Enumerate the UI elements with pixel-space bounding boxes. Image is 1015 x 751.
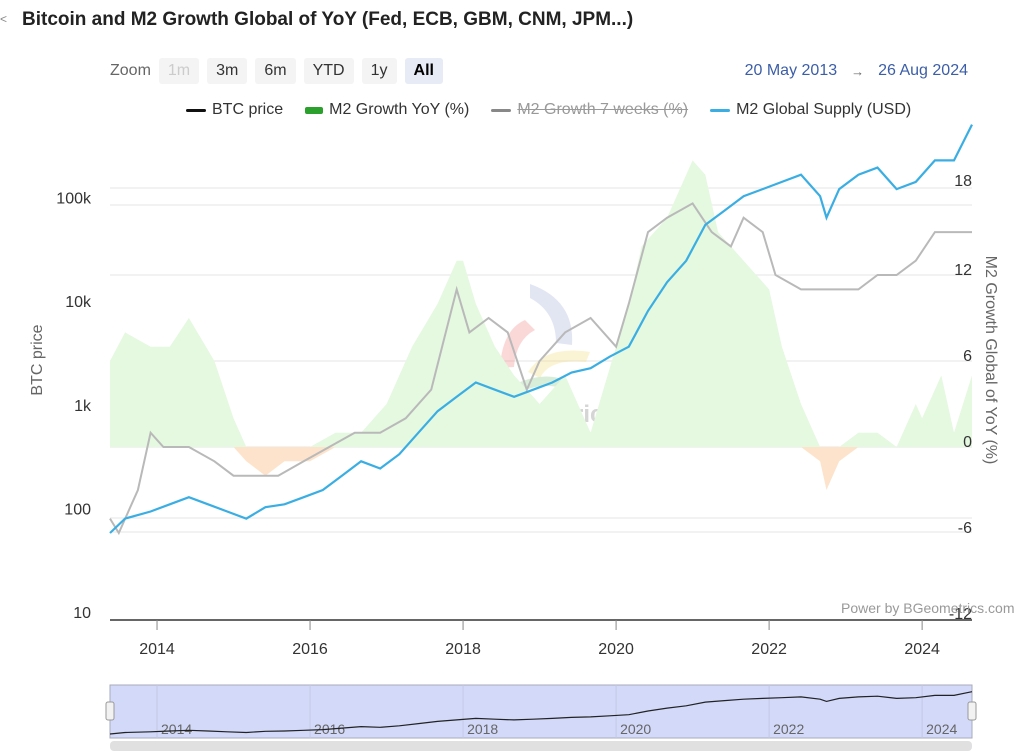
legend-line-icon bbox=[186, 108, 206, 112]
m2-growth-yoy-negative-area bbox=[110, 447, 972, 490]
credit-text: Power by BGeometrics.com bbox=[841, 600, 1015, 616]
legend-label: M2 Growth YoY (%) bbox=[329, 101, 470, 118]
legend-label: M2 Growth 7 weeks (%) bbox=[517, 101, 689, 118]
left-axis-tick-label: 10k bbox=[65, 294, 92, 311]
zoom-ytd-button[interactable]: YTD bbox=[303, 58, 354, 84]
right-axis-tick-label: 12 bbox=[954, 262, 972, 279]
navigator-left-handle bbox=[105, 701, 115, 721]
legend-item-m2-growth-yoy[interactable]: M2 Growth YoY (%) bbox=[305, 101, 469, 119]
zoom-6m-button[interactable]: 6m bbox=[255, 58, 296, 84]
left-axis-tick-label: 100 bbox=[64, 501, 91, 518]
range-from-input[interactable]: 20 May 2013 bbox=[744, 62, 838, 79]
legend-item-btc-price[interactable]: BTC price bbox=[186, 101, 283, 119]
watermark-logo bbox=[500, 284, 590, 390]
legend-label: BTC price bbox=[212, 101, 284, 118]
left-axis-title: BTC price bbox=[29, 324, 46, 395]
right-axis-tick-label: 6 bbox=[963, 348, 972, 365]
chart-title: Bitcoin and M2 Growth Global of YoY (Fed… bbox=[22, 9, 634, 30]
m2-growth-yoy-positive-area bbox=[110, 160, 972, 447]
logo-arc-red bbox=[500, 320, 535, 368]
legend-item-m2-global-supply[interactable]: M2 Global Supply (USD) bbox=[710, 101, 911, 119]
navigator-series-line bbox=[109, 691, 973, 735]
legend-item-m2-growth-7-weeks[interactable]: M2 Growth 7 weeks (%) bbox=[491, 101, 688, 119]
legend-line-icon bbox=[491, 108, 512, 112]
legend-line-icon bbox=[710, 108, 731, 112]
left-axis-tick-label: 1k bbox=[74, 398, 92, 415]
navigator-window bbox=[109, 684, 973, 739]
m2-growth-7-weeks-line bbox=[109, 202, 972, 536]
x-axis-tick-label: 2020 bbox=[598, 641, 634, 658]
range-to-input[interactable]: 26 Aug 2024 bbox=[878, 62, 968, 79]
navigator-tick-label: 2018 bbox=[467, 721, 498, 737]
navigator-tick-label: 2014 bbox=[161, 721, 192, 737]
x-axis-tick-label: 2018 bbox=[445, 641, 481, 658]
back-chevron-icon[interactable]: < bbox=[0, 12, 8, 26]
navigator-tick-label: 2024 bbox=[926, 721, 957, 737]
date-range: 20 May 2013 → 26 Aug 2024 bbox=[745, 62, 968, 80]
zoom-1m-button[interactable]: 1m bbox=[158, 58, 200, 84]
zoom-label: Zoom bbox=[110, 62, 151, 79]
x-axis-tick-label: 2024 bbox=[904, 641, 940, 658]
range-arrow-icon: → bbox=[851, 63, 865, 79]
right-axis-title: M2 Growth Global of YoY (%) bbox=[982, 256, 999, 465]
left-axis-tick-label: 10 bbox=[73, 605, 91, 622]
navigator: 2014 2016 2018 2020 2022 2024 bbox=[105, 684, 977, 751]
right-axis-tick-label: -6 bbox=[958, 520, 972, 537]
x-axis-tick-label: 2022 bbox=[751, 641, 787, 658]
zoom-3m-button[interactable]: 3m bbox=[207, 58, 248, 84]
navigator-right-handle bbox=[967, 701, 977, 721]
left-axis-tick-label: 100k bbox=[56, 191, 92, 208]
x-axis-tick-label: 2014 bbox=[139, 641, 175, 658]
plot-series bbox=[109, 124, 973, 536]
right-axis-tick-label: 0 bbox=[963, 434, 972, 451]
legend-bar-icon bbox=[305, 106, 324, 114]
axes: 10 100 1k 10k 100k BTC price -12 -6 0 6 12 18 M2 Gro… bbox=[29, 173, 999, 658]
zoom-1y-button[interactable]: 1y bbox=[361, 58, 397, 84]
right-axis-tick-label: 18 bbox=[954, 173, 972, 190]
zoom-selector: Zoom 1m 3m 6m YTD 1y All bbox=[110, 58, 451, 84]
navigator-tick-label: 2022 bbox=[773, 721, 804, 737]
zoom-all-button[interactable]: All bbox=[404, 58, 443, 84]
logo-arc-blue bbox=[530, 284, 573, 345]
legend-label: M2 Global Supply (USD) bbox=[736, 101, 912, 118]
right-axis-tick-label: -12 bbox=[949, 606, 972, 623]
m2-global-supply-line bbox=[109, 124, 973, 534]
navigator-tick-label: 2020 bbox=[620, 721, 651, 737]
legend: BTC price M2 Growth YoY (%) M2 Growth 7 … bbox=[186, 101, 933, 119]
navigator-scrollbar bbox=[110, 741, 972, 751]
x-axis-tick-label: 2016 bbox=[292, 641, 328, 658]
